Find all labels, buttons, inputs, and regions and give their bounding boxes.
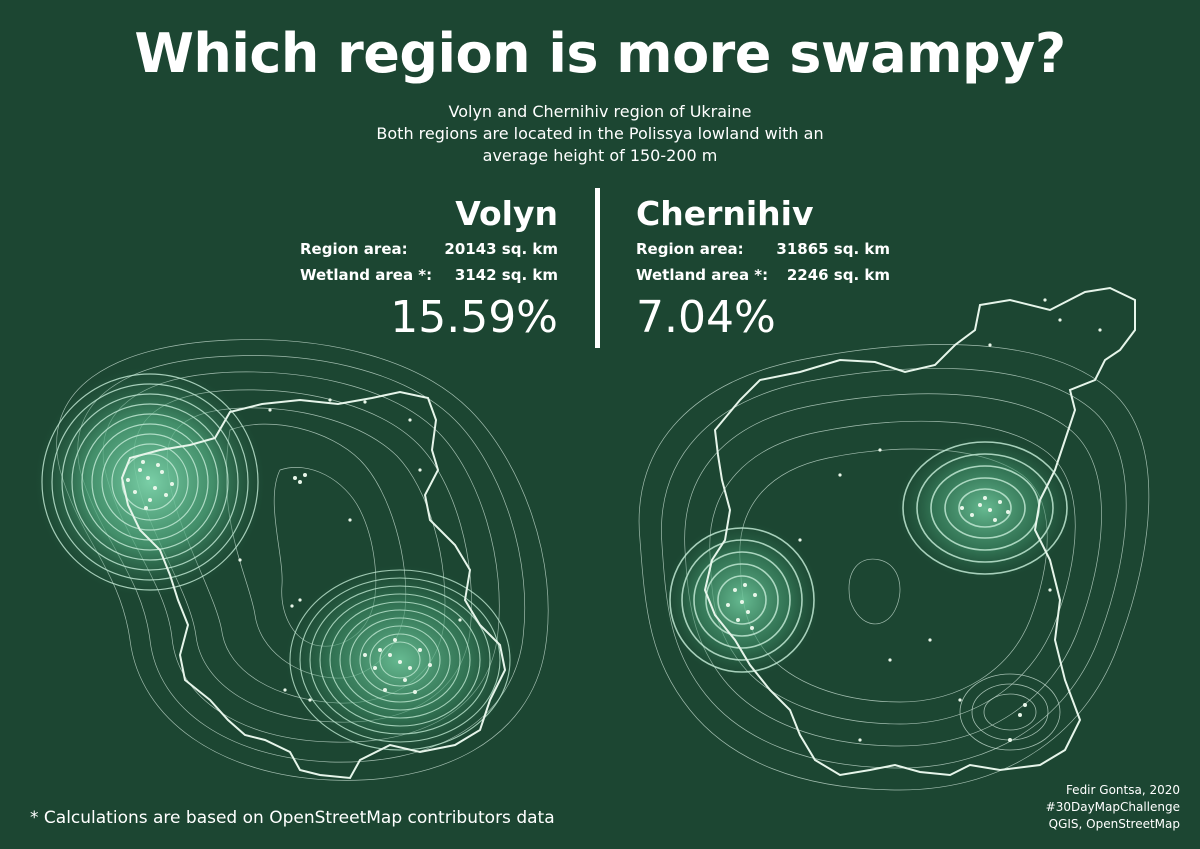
- chernihiv-wetland-percent: 7.04%: [636, 292, 776, 343]
- volyn-stats: Volyn Region area: 20143 sq. km Wetland a…: [300, 192, 558, 348]
- chernihiv-map: [638, 286, 1150, 791]
- volyn-density-hotspot-west: [35, 367, 265, 597]
- chernihiv-name: Chernihiv: [636, 194, 814, 233]
- chernihiv-wetland-area-label: Wetland area *:: [636, 266, 769, 284]
- volyn-name: Volyn: [455, 194, 558, 233]
- stats-divider: [595, 188, 600, 348]
- volyn-wetland-points: [126, 398, 462, 702]
- footnote: * Calculations are based on OpenStreetMa…: [30, 808, 555, 828]
- chernihiv-region-area-label: Region area:: [636, 240, 744, 258]
- volyn-region-area-value: 20143 sq. km: [444, 240, 558, 258]
- volyn-boundary: [120, 390, 507, 780]
- subtitle-line-1: Volyn and Chernihiv region of Ukraine: [448, 102, 752, 121]
- credits-author: Fedir Gontsa, 2020: [1065, 783, 1180, 797]
- chernihiv-density-hotspot-east: [897, 436, 1073, 580]
- credits-hashtag: #30DayMapChallenge: [1045, 800, 1180, 814]
- chernihiv-boundary: [703, 286, 1136, 777]
- chernihiv-region-area-row: Region area: 31865 sq. km: [636, 236, 890, 262]
- chernihiv-wetland-area-value: 2246 sq. km: [786, 266, 890, 284]
- chernihiv-wetland-points: [726, 298, 1102, 742]
- subtitle-line-3: average height of 150-200 m: [482, 146, 718, 165]
- volyn-wetland-percent: 15.59%: [390, 292, 558, 343]
- subtitle-line-2: Both regions are located in the Polissya…: [376, 124, 824, 143]
- volyn-wetland-area-row: Wetland area *: 3142 sq. km: [300, 262, 558, 288]
- volyn-region-area-row: Region area: 20143 sq. km: [300, 236, 558, 262]
- page-title: Which region is more swampy?: [134, 22, 1066, 85]
- credits: Fedir Gontsa, 2020 #30DayMapChallenge QG…: [1046, 782, 1180, 833]
- chernihiv-wetland-area-row: Wetland area *: 2246 sq. km: [636, 262, 890, 288]
- volyn-map: [35, 339, 549, 781]
- volyn-region-area-label: Region area:: [300, 240, 408, 258]
- volyn-wetland-area-value: 3142 sq. km: [454, 266, 558, 284]
- subtitle: Volyn and Chernihiv region of Ukraine Bo…: [300, 101, 900, 167]
- chernihiv-region-area-value: 31865 sq. km: [776, 240, 890, 258]
- chernihiv-stats: Chernihiv Region area: 31865 sq. km Wetla…: [636, 192, 890, 348]
- volyn-wetland-area-label: Wetland area *:: [300, 266, 433, 284]
- credits-tools: QGIS, OpenStreetMap: [1048, 817, 1180, 831]
